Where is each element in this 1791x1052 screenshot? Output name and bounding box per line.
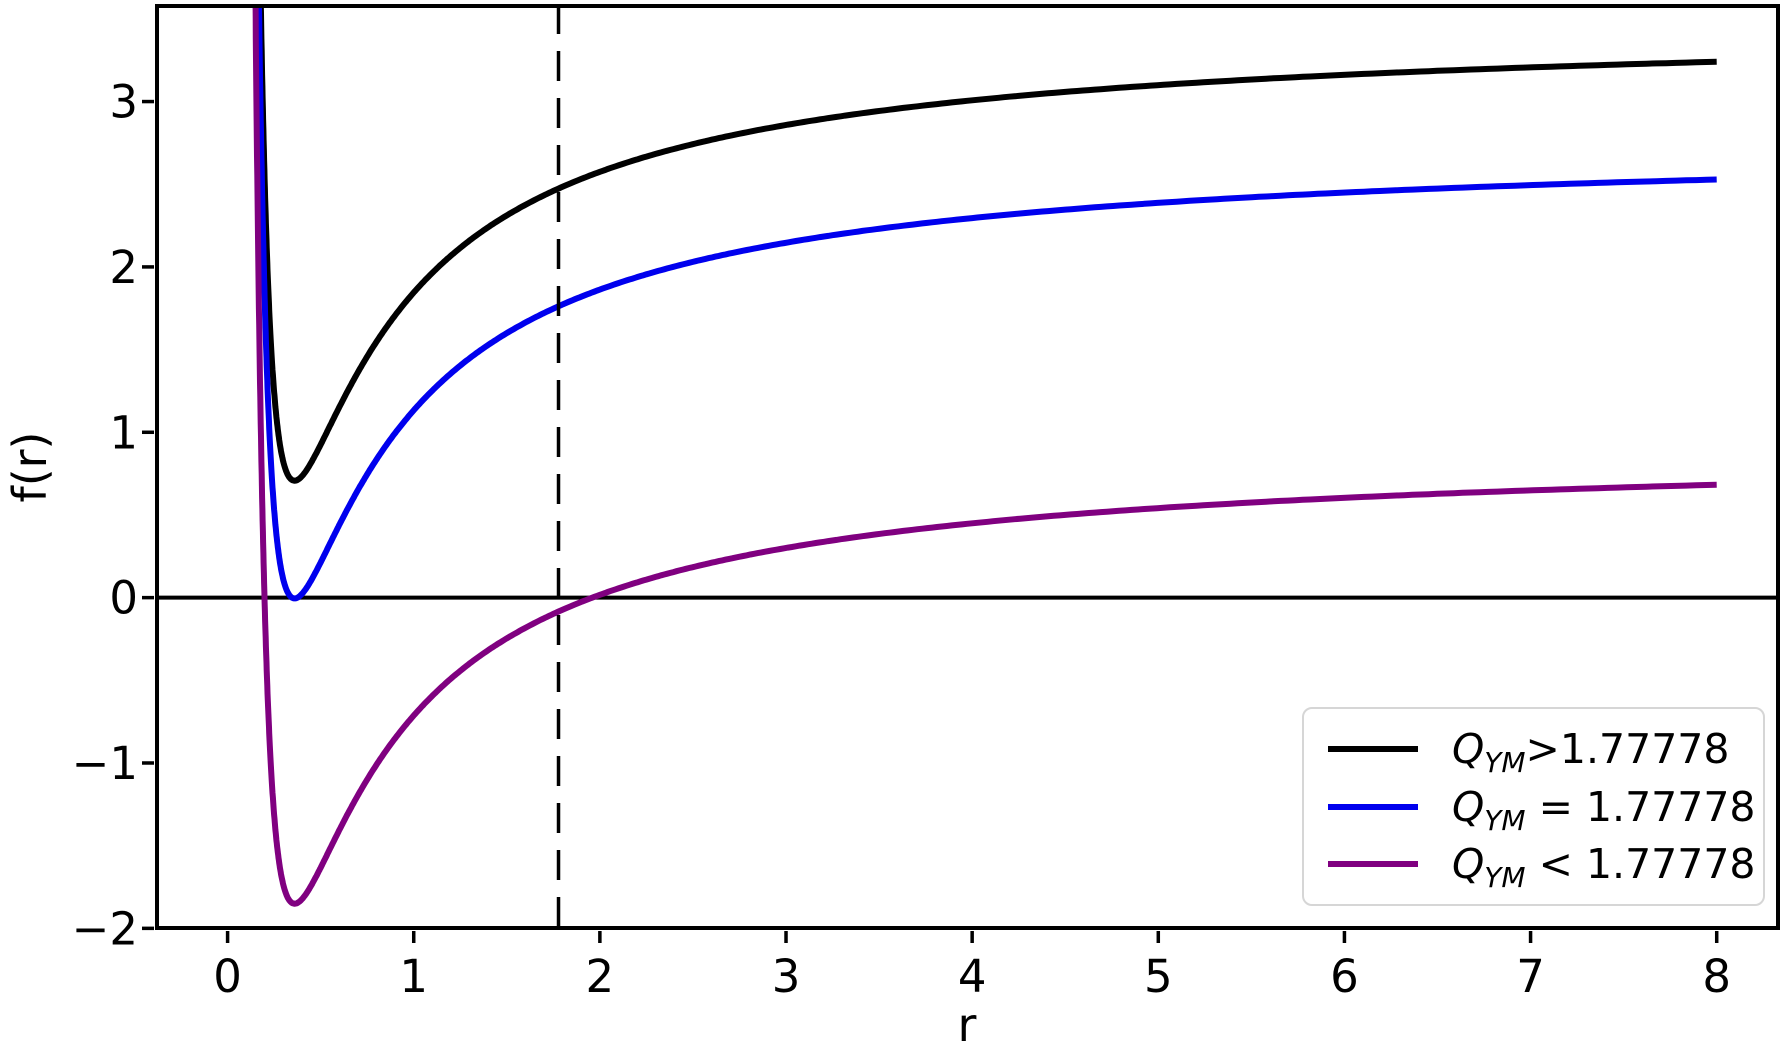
curve-q-less bbox=[252, 4, 1717, 907]
y-axis-label: f(r) bbox=[3, 432, 57, 503]
legend-subscript: YM bbox=[1484, 745, 1526, 779]
legend-label: QYM>1.77778 bbox=[1452, 724, 1730, 777]
legend-symbol: Q bbox=[1452, 840, 1485, 889]
legend: QYM>1.77778 QYM = 1.77778 QYM < 1.77778 bbox=[1302, 707, 1765, 906]
x-tick-label: 8 bbox=[1702, 950, 1731, 1003]
curve-q-greater bbox=[257, 4, 1717, 484]
x-tick-label: 2 bbox=[586, 950, 615, 1003]
legend-row: QYM < 1.77778 bbox=[1328, 840, 1756, 892]
legend-symbol: Q bbox=[1452, 724, 1485, 773]
x-tick-label: 5 bbox=[1144, 950, 1173, 1003]
y-tick-label: 2 bbox=[109, 241, 138, 294]
x-tick-label: 7 bbox=[1516, 950, 1545, 1003]
legend-row: QYM>1.77778 bbox=[1328, 724, 1753, 777]
y-tick-label: −1 bbox=[72, 737, 138, 790]
x-tick-label: 4 bbox=[958, 950, 987, 1003]
x-axis-label: r bbox=[958, 998, 977, 1052]
curve-q-equal bbox=[255, 4, 1717, 602]
legend-relation: = 1.77778 bbox=[1525, 782, 1756, 831]
plot-border bbox=[155, 4, 1780, 930]
y-tick-label: 1 bbox=[109, 406, 138, 459]
legend-line-swatch-black bbox=[1328, 745, 1418, 752]
x-tick-label: 1 bbox=[399, 950, 428, 1003]
x-tick-label: 6 bbox=[1330, 950, 1359, 1003]
x-tick-label: 3 bbox=[772, 950, 801, 1003]
legend-label: QYM = 1.77778 bbox=[1452, 782, 1756, 835]
legend-relation: < 1.77778 bbox=[1525, 840, 1756, 889]
legend-subscript: YM bbox=[1484, 861, 1526, 895]
legend-relation: >1.77778 bbox=[1525, 724, 1730, 773]
x-tick-label: 0 bbox=[213, 950, 242, 1003]
y-tick-label: 3 bbox=[109, 76, 138, 129]
legend-row: QYM = 1.77778 bbox=[1328, 782, 1756, 835]
y-tick-label: 0 bbox=[109, 572, 138, 625]
y-tick-label: −2 bbox=[72, 902, 138, 955]
legend-line-swatch-purple bbox=[1328, 861, 1418, 868]
legend-line-swatch-blue bbox=[1328, 803, 1418, 810]
legend-label: QYM < 1.77778 bbox=[1452, 840, 1756, 892]
legend-symbol: Q bbox=[1452, 782, 1485, 831]
legend-subscript: YM bbox=[1484, 803, 1526, 837]
